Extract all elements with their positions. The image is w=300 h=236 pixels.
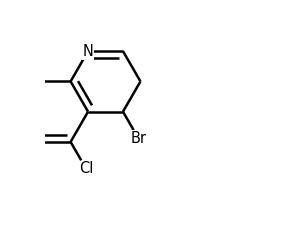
- Text: N: N: [82, 44, 94, 59]
- Text: Cl: Cl: [79, 161, 93, 176]
- Text: Br: Br: [130, 131, 146, 146]
